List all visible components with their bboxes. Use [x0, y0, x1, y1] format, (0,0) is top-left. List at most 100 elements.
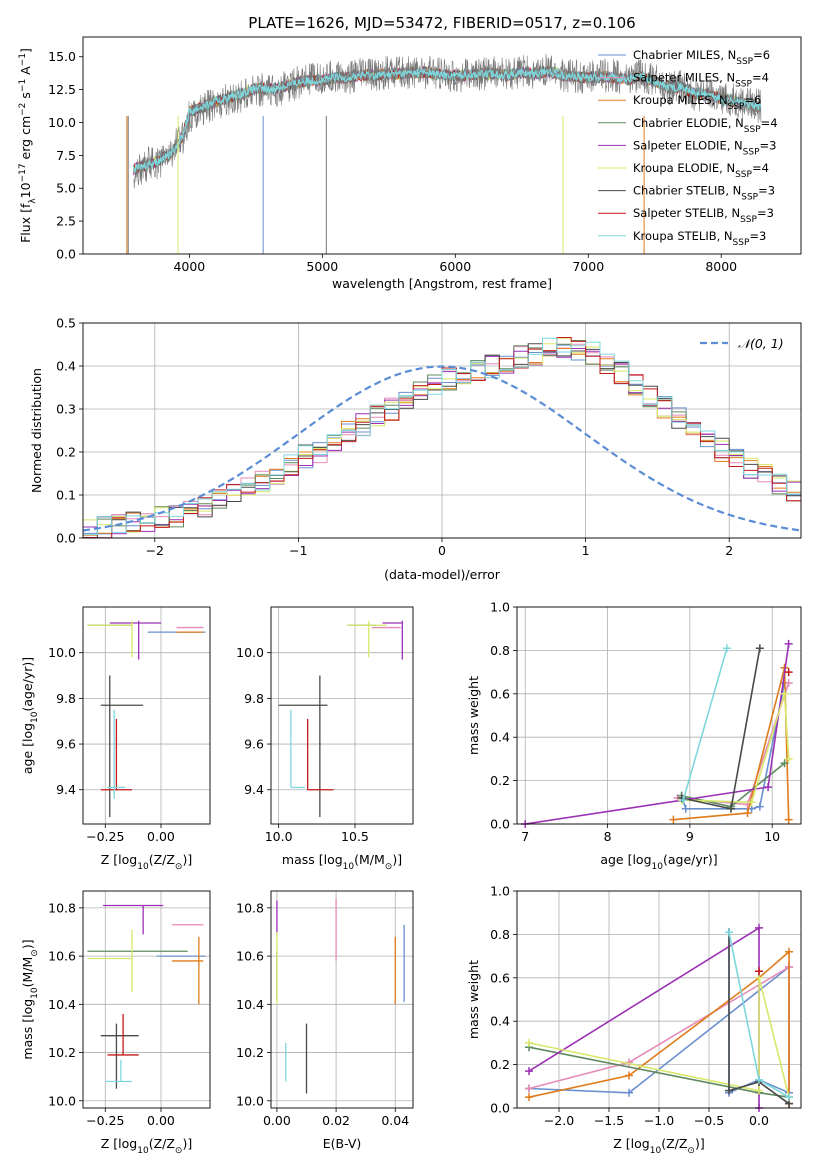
residuals-legend-label: 𝒩(0, 1): [738, 336, 784, 351]
spectrum-legend-label-part: =6: [744, 93, 761, 107]
mass-weight-vs-age-xtick-label: 9: [686, 829, 694, 844]
mass-weight-vs-age-marker: [722, 644, 731, 653]
mass-weight-vs-age-xlabel-part: age [log: [600, 852, 651, 867]
mass-vs-Z-xlabel-part: ⊙: [175, 1146, 183, 1156]
residuals-hist-step: [83, 344, 801, 535]
mass-weight-vs-age-marker: [669, 815, 678, 824]
spectrum-legend-label-part: Chabrier ELODIE, N: [633, 116, 744, 130]
spectrum-legend-label-part: =3: [760, 138, 777, 152]
spectrum-ytick-label: 0.0: [56, 247, 76, 262]
mass-vs-EBV-axes: 0.00 0.02 0.04 10.0 10.2 10.4 10.6 10.8: [236, 891, 413, 1128]
mass-weight-vs-Z-marker: [725, 1086, 733, 1095]
mass-weight-vs-Z-xlabel-part: 10: [650, 1146, 662, 1156]
mass-weight-vs-age-marker: [784, 639, 793, 648]
spectrum-ylabel: Flux [fλ10−17 erg cm−2 s−1 A−1]: [18, 48, 38, 243]
mass-weight-vs-Z-marker: [625, 1071, 633, 1080]
figure-title: PLATE=1626, MJD=53472, FIBERID=0517, z=0…: [248, 14, 635, 32]
age-vs-mass-xlabel-part: )]: [392, 852, 402, 867]
mass-weight-vs-Z-marker: [525, 1038, 533, 1047]
spectrum-xtick-label: 7000: [572, 259, 604, 274]
spectrum-legend-label-part: Salpeter ELODIE, N: [633, 138, 743, 152]
age-vs-mass-xtick-label: 10.5: [341, 829, 369, 844]
spectrum-legend-label-part: Kroupa MILES, N: [633, 93, 728, 107]
mass-weight-vs-age-marker: [747, 798, 756, 807]
mass-weight-vs-age-xtick-label: 8: [604, 829, 612, 844]
mass-weight-vs-age-marker: [743, 809, 752, 818]
residuals-ytick-label: 0.0: [56, 531, 76, 546]
spectrum-model-line: [132, 67, 762, 174]
spectrum-legend-label-part: SSP: [743, 147, 760, 157]
mass-vs-Z-ytick-label: 10.0: [48, 1093, 76, 1108]
age-vs-Z-ytick-label: 10.0: [48, 645, 76, 660]
age-vs-mass-ytick-label: 10.0: [236, 645, 264, 660]
age-vs-Z-xlabel-part: 10: [137, 862, 149, 872]
residuals-xlabel: (data-model)/error: [384, 567, 501, 582]
mass-vs-Z-xlabel: Z [log10(Z/Z⊙)]: [101, 1136, 192, 1156]
spectrum-legend-label-part: SSP: [741, 193, 758, 203]
age-vs-Z-xtick-label: −0.25: [86, 829, 124, 844]
residuals-hist-step: [83, 337, 801, 533]
spectrum-legend-label-part: =6: [753, 48, 770, 62]
spectrum-ytick-label: 7.5: [56, 148, 76, 163]
mass-weight-vs-Z-marker: [755, 1075, 763, 1084]
residuals-ytick-label: 0.1: [56, 488, 76, 503]
spectrum-legend-label-part: Kroupa STELIB, N: [633, 229, 733, 243]
mass-vs-EBV-frame: [270, 890, 414, 1109]
age-vs-Z-xlabel: Z [log10(Z/Z⊙)]: [101, 852, 192, 872]
age-vs-Z-ylabel-part: (age/yr)]: [20, 657, 35, 712]
mass-weight-vs-age-ytick-label: 0.8: [490, 643, 510, 658]
mass-weight-vs-Z-marker: [725, 928, 733, 937]
spectrum-legend-label-part: =3: [749, 229, 766, 243]
mass-vs-Z-xtick-label: −0.25: [86, 1113, 124, 1128]
age-vs-mass-ytick-label: 9.6: [244, 737, 264, 752]
mass-vs-Z-ylabel: mass [log10(M/M⊙)]: [20, 939, 40, 1059]
mass-vs-EBV-ytick-label: 10.0: [236, 1093, 264, 1108]
mass-weight-vs-Z-marker: [525, 1084, 533, 1093]
mass-weight-vs-Z-xlabel-part: Z [log: [613, 1136, 649, 1151]
residuals-gaussian-curve: [82, 365, 802, 532]
mass-weight-vs-age-marker: [780, 689, 789, 698]
mass-weight-vs-age-xlabel-part: 10: [652, 862, 664, 872]
residuals-hist-step: [83, 337, 801, 538]
age-vs-Z-ytick-label: 9.6: [56, 737, 76, 752]
mass-weight-vs-Z-xtick-label: −0.5: [694, 1113, 724, 1128]
spectrum-legend-label-part: Salpeter STELIB, N: [633, 206, 740, 220]
mass-vs-EBV-xtick-label: 0.02: [322, 1113, 350, 1128]
spectrum-legend-label: Salpeter MILES, NSSP=4: [633, 71, 769, 90]
spectrum-legend-label-part: Kroupa ELODIE, N: [633, 161, 735, 175]
spectrum-ylabel-part: −2: [18, 103, 28, 116]
mass-weight-vs-age-frame: [516, 606, 802, 825]
spectrum-xlabel: wavelength [Angstrom, rest frame]: [332, 276, 552, 291]
age-vs-Z-xlabel-part: (Z/Z: [149, 852, 175, 867]
spectrum-legend-label-part: =3: [757, 206, 774, 220]
residuals-xtick-label: 0: [438, 543, 446, 558]
spectrum-legend-label-part: SSP: [728, 102, 745, 112]
mass-weight-vs-Z-marker: [755, 1086, 763, 1095]
mass-weight-vs-age-marker: [681, 804, 690, 813]
mass-weight-vs-age-marker: [784, 678, 793, 687]
spectrum-legend-label-part: =4: [761, 116, 778, 130]
age-vs-Z-xtick-label: 0.00: [147, 829, 175, 844]
spectrum-legend-label-part: Salpeter MILES, N: [633, 71, 735, 85]
spectrum-ylabel-part: erg cm: [18, 116, 33, 164]
spectrum-legend-label: Chabrier ELODIE, NSSP=4: [633, 116, 778, 135]
age-vs-mass-ytick-label: 9.8: [244, 691, 264, 706]
spectrum-ytick-label: 5.0: [56, 181, 76, 196]
spectrum-xtick-label: 6000: [439, 259, 471, 274]
mass-vs-EBV-ytick-label: 10.2: [236, 1045, 264, 1060]
mass-weight-vs-age-ylabel: mass weight: [466, 676, 481, 755]
mass-weight-vs-Z-xlabel-part: (Z/Z: [661, 1136, 687, 1151]
spectrum-ylabel-part: −1: [18, 53, 28, 66]
age-vs-Z-xlabel-part: )]: [182, 852, 192, 867]
mass-vs-Z-axes: −0.25 0.00 10.0 10.2 10.4 10.6 10.8: [48, 891, 210, 1128]
mass-weight-vs-Z-axes: −2.0 −1.5 −1.0 −0.5 0.0 0.0 0.2 0.4 0.6 0.8 1.0: [490, 884, 801, 1128]
mass-weight-vs-age-marker: [780, 759, 789, 768]
spectrum-legend-label-part: SSP: [736, 57, 753, 67]
mass-vs-Z-ytick-label: 10.2: [48, 1045, 76, 1060]
spectrum-legend-label: Chabrier MILES, NSSP=6: [633, 48, 770, 67]
mass-weight-vs-Z-xtick-label: −1.0: [644, 1113, 674, 1128]
mass-weight-vs-age-series-line: [681, 693, 790, 804]
mass-weight-vs-Z-marker: [525, 1067, 533, 1076]
age-vs-mass-xlabel-part: ⊙: [385, 862, 393, 872]
